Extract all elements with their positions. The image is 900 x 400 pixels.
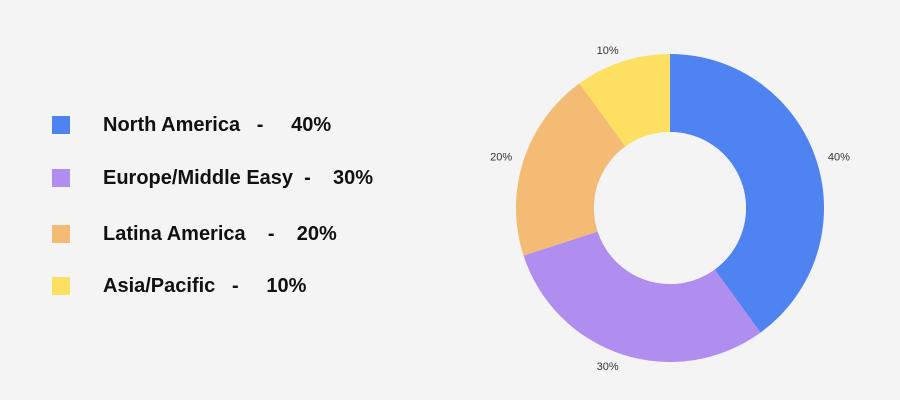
donut-chart-area: 40% 30% 20% 10%	[470, 0, 900, 400]
donut-slice-north-america	[670, 54, 824, 333]
donut-slice-europe-middle-easy	[523, 231, 761, 362]
data-label-europe-middle-easy: 30%	[597, 361, 619, 373]
legend-label-asia-pacific: Asia/Pacific - 10%	[103, 274, 307, 297]
donut-slice-latina-america	[516, 83, 626, 256]
legend-item-latina-america: Latina America - 20%	[52, 223, 337, 245]
donut-hole	[594, 132, 746, 284]
legend-label-europe-middle-easy: Europe/Middle Easy - 30%	[103, 166, 374, 189]
donut-slice-asia-pacific	[579, 54, 670, 147]
chart-legend: North America - 40% Europe/Middle Easy -…	[52, 114, 373, 297]
legend-swatch-europe-middle-easy	[52, 169, 70, 187]
donut-chart: 40% 30% 20% 10%	[490, 45, 850, 373]
legend-swatch-asia-pacific	[52, 277, 70, 295]
data-label-asia-pacific: 10%	[597, 45, 619, 57]
legend-item-europe-middle-easy: Europe/Middle Easy - 30%	[52, 167, 373, 189]
legend-item-asia-pacific: Asia/Pacific - 10%	[52, 275, 306, 297]
legend-swatch-north-america	[52, 116, 70, 134]
legend-label-latina-america: Latina America - 20%	[103, 222, 337, 245]
legend-swatch-latina-america	[52, 225, 70, 243]
data-label-latina-america: 20%	[490, 152, 512, 164]
legend-label-north-america: North America - 40%	[103, 113, 332, 136]
data-label-north-america: 40%	[828, 152, 850, 164]
legend-item-north-america: North America - 40%	[52, 114, 331, 136]
